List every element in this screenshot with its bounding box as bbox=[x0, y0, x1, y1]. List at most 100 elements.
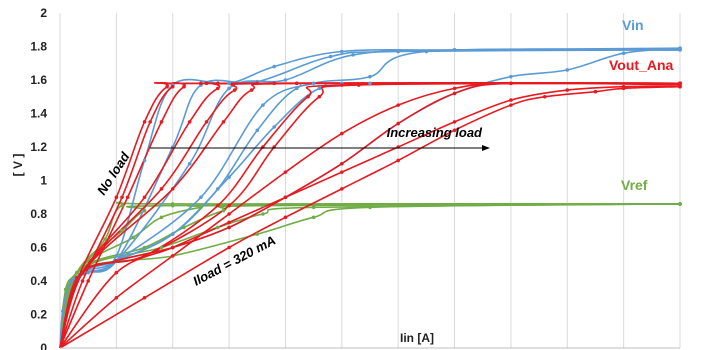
vref-data-point bbox=[142, 208, 147, 213]
vin-label: Vin bbox=[622, 17, 644, 33]
vout-data-point bbox=[142, 295, 147, 300]
vout-data-point bbox=[216, 81, 220, 86]
vin-series-line bbox=[59, 49, 681, 349]
vout-data-point bbox=[255, 81, 260, 86]
y-tick-label: 2 bbox=[40, 6, 47, 20]
y-tick-label: 0.8 bbox=[30, 207, 47, 221]
vout-data-point bbox=[621, 86, 626, 91]
vin-data-point bbox=[317, 86, 322, 91]
vout-data-point bbox=[86, 279, 90, 283]
vout-data-point bbox=[452, 91, 457, 96]
vref-data-point bbox=[221, 208, 226, 213]
series-markers bbox=[61, 46, 682, 313]
vout-data-point bbox=[678, 81, 682, 86]
vout-data-point bbox=[509, 103, 513, 107]
vout-data-point bbox=[159, 120, 164, 124]
vin-data-point bbox=[311, 81, 316, 86]
y-tick-label: 1.6 bbox=[30, 73, 47, 87]
vout-data-point bbox=[75, 275, 79, 280]
vin-data-point bbox=[340, 49, 344, 54]
vref-data-point bbox=[120, 228, 124, 233]
vout-data-point bbox=[306, 94, 310, 99]
y-axis-title: [ V ] bbox=[11, 154, 25, 177]
vout-data-point bbox=[509, 81, 513, 86]
vin-data-point bbox=[272, 64, 276, 69]
vout-data-point bbox=[187, 120, 192, 124]
vout-data-point bbox=[114, 195, 119, 200]
vout-data-point bbox=[159, 187, 164, 191]
vout-series-line bbox=[59, 85, 681, 349]
vin-data-point bbox=[114, 254, 119, 258]
vref-data-point bbox=[368, 205, 372, 210]
vin-data-point bbox=[272, 125, 276, 129]
series-lines bbox=[59, 47, 681, 349]
increasing-load-arrowhead bbox=[482, 145, 490, 151]
vout-data-point bbox=[221, 120, 226, 124]
vin-data-point bbox=[216, 187, 220, 191]
vref-data-point bbox=[182, 225, 186, 230]
vin-data-point bbox=[424, 49, 429, 54]
vout-data-point bbox=[216, 203, 220, 208]
vref-data-point bbox=[311, 205, 316, 210]
vref-data-point bbox=[255, 232, 260, 236]
vout-data-point bbox=[75, 279, 79, 283]
y-tick-label: 1 bbox=[40, 174, 47, 188]
vout-data-point bbox=[216, 86, 220, 91]
vref-data-point bbox=[75, 270, 79, 275]
vout-data-point bbox=[452, 128, 457, 133]
vref-series-line bbox=[59, 203, 681, 349]
vout-data-point bbox=[678, 84, 682, 89]
vref-data-point bbox=[678, 202, 682, 206]
vin-data-point bbox=[227, 175, 231, 179]
vin-data-point bbox=[86, 270, 90, 275]
vout-data-point bbox=[204, 81, 209, 86]
vout-data-point bbox=[170, 84, 175, 89]
y-tick-label: 1.4 bbox=[30, 107, 47, 121]
vin-data-point bbox=[328, 54, 333, 59]
vout-data-point bbox=[148, 120, 152, 124]
vout-ana-label: Vout_Ana bbox=[609, 57, 674, 73]
vref-series-line bbox=[59, 203, 681, 349]
vout-data-point bbox=[182, 84, 186, 89]
vout-data-point bbox=[272, 81, 276, 86]
vout-data-point bbox=[170, 187, 175, 191]
vout-data-point bbox=[125, 195, 130, 200]
vin-data-point bbox=[565, 68, 570, 72]
vin-data-point bbox=[170, 232, 175, 236]
vout-data-point bbox=[396, 121, 400, 126]
vin-data-point bbox=[142, 158, 147, 163]
vref-series-line bbox=[59, 203, 681, 349]
vref-series-line bbox=[59, 201, 681, 349]
vout-data-point bbox=[227, 220, 231, 225]
vout-data-point bbox=[396, 103, 400, 107]
vout-data-point bbox=[340, 83, 344, 87]
vout-data-point bbox=[452, 120, 457, 124]
vin-data-point bbox=[187, 161, 192, 166]
vout-data-point bbox=[199, 81, 203, 86]
vout-data-point bbox=[114, 295, 119, 300]
vout-data-point bbox=[294, 81, 299, 86]
x-axis-title: Iin [A] bbox=[400, 331, 434, 345]
y-tick-label: 0.6 bbox=[30, 241, 47, 255]
vref-data-point bbox=[199, 205, 203, 210]
vin-data-point bbox=[261, 103, 265, 107]
vout-data-point bbox=[227, 212, 231, 216]
vout-data-point bbox=[114, 270, 119, 275]
vref-data-point bbox=[159, 245, 164, 250]
vin-data-point bbox=[294, 86, 299, 91]
vref-data-point bbox=[311, 215, 316, 220]
vout-data-point bbox=[165, 84, 169, 89]
vout-data-point bbox=[396, 158, 400, 163]
vout-data-point bbox=[340, 161, 344, 166]
vout-data-point bbox=[283, 215, 288, 220]
vout-data-point bbox=[249, 88, 254, 92]
vref-label: Vref bbox=[621, 177, 648, 193]
vin-data-point bbox=[351, 53, 355, 57]
vout-data-point bbox=[283, 170, 288, 174]
vout-data-point bbox=[120, 195, 124, 200]
vout-data-point bbox=[227, 203, 231, 208]
vout-data-point bbox=[232, 88, 237, 92]
vout-data-point bbox=[142, 195, 147, 200]
y-tick-label: 0.4 bbox=[30, 274, 47, 288]
